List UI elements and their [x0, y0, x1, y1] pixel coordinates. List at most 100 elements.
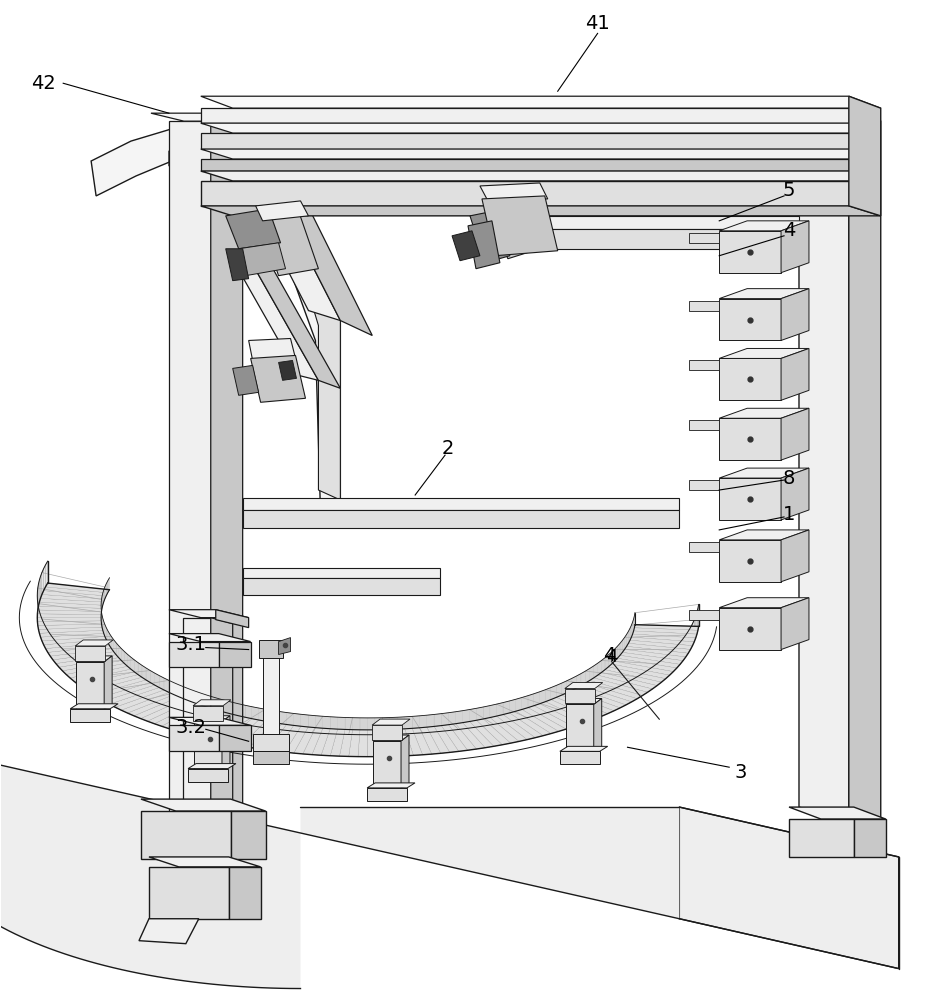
Polygon shape — [276, 729, 285, 752]
Polygon shape — [349, 734, 358, 757]
Polygon shape — [432, 731, 440, 754]
Polygon shape — [653, 664, 657, 689]
Polygon shape — [210, 121, 243, 839]
Polygon shape — [93, 680, 150, 698]
Polygon shape — [41, 573, 42, 598]
Polygon shape — [134, 660, 138, 675]
Polygon shape — [39, 576, 41, 602]
Polygon shape — [169, 121, 210, 829]
Polygon shape — [629, 628, 630, 643]
Polygon shape — [259, 211, 319, 276]
Polygon shape — [527, 716, 535, 740]
Polygon shape — [413, 728, 432, 755]
Polygon shape — [93, 673, 98, 698]
Polygon shape — [622, 637, 625, 652]
Polygon shape — [367, 783, 415, 788]
Polygon shape — [193, 706, 223, 721]
Polygon shape — [70, 666, 131, 681]
Polygon shape — [680, 639, 683, 664]
Polygon shape — [108, 631, 109, 646]
Polygon shape — [213, 697, 220, 711]
Polygon shape — [627, 643, 691, 653]
Polygon shape — [220, 699, 225, 713]
Polygon shape — [781, 408, 809, 460]
Polygon shape — [419, 715, 426, 728]
Polygon shape — [150, 671, 155, 685]
Polygon shape — [267, 724, 294, 751]
Polygon shape — [142, 665, 146, 680]
Polygon shape — [79, 672, 138, 688]
Polygon shape — [149, 857, 260, 867]
Polygon shape — [74, 659, 79, 685]
Polygon shape — [139, 919, 198, 944]
Polygon shape — [38, 606, 102, 611]
Polygon shape — [45, 561, 47, 587]
Polygon shape — [115, 690, 169, 710]
Polygon shape — [42, 591, 107, 599]
Polygon shape — [395, 734, 404, 756]
Polygon shape — [494, 723, 502, 746]
Polygon shape — [278, 638, 290, 655]
Polygon shape — [405, 716, 413, 729]
Polygon shape — [108, 578, 109, 593]
Polygon shape — [630, 637, 694, 646]
Polygon shape — [489, 704, 497, 718]
Polygon shape — [103, 590, 104, 605]
Polygon shape — [367, 788, 407, 801]
Polygon shape — [44, 640, 108, 649]
Polygon shape — [419, 727, 440, 754]
Polygon shape — [37, 610, 101, 615]
Polygon shape — [176, 709, 220, 733]
Polygon shape — [104, 685, 159, 704]
Polygon shape — [210, 221, 319, 380]
Polygon shape — [345, 717, 352, 730]
Polygon shape — [398, 729, 413, 756]
Polygon shape — [250, 355, 306, 402]
Polygon shape — [719, 418, 781, 460]
Polygon shape — [66, 663, 128, 678]
Polygon shape — [545, 700, 594, 722]
Polygon shape — [53, 638, 56, 664]
Polygon shape — [83, 675, 142, 692]
Polygon shape — [109, 688, 164, 707]
Polygon shape — [225, 209, 281, 249]
Polygon shape — [467, 727, 476, 750]
Polygon shape — [169, 707, 213, 731]
Polygon shape — [201, 149, 881, 159]
Polygon shape — [632, 619, 633, 634]
Polygon shape — [367, 718, 375, 730]
Polygon shape — [690, 360, 719, 370]
Polygon shape — [648, 667, 653, 692]
Polygon shape — [673, 646, 677, 672]
Polygon shape — [562, 681, 566, 695]
Polygon shape — [562, 693, 614, 714]
Polygon shape — [528, 706, 574, 729]
Polygon shape — [470, 708, 476, 722]
Polygon shape — [219, 725, 250, 751]
Polygon shape — [241, 721, 273, 747]
Polygon shape — [500, 229, 799, 249]
Polygon shape — [164, 678, 169, 692]
Polygon shape — [470, 720, 502, 746]
Polygon shape — [76, 656, 112, 662]
Polygon shape — [74, 669, 134, 685]
Polygon shape — [184, 711, 225, 735]
Polygon shape — [225, 249, 248, 281]
Polygon shape — [434, 714, 441, 726]
Polygon shape — [690, 480, 719, 490]
Polygon shape — [401, 735, 409, 788]
Polygon shape — [44, 565, 45, 591]
Polygon shape — [265, 709, 273, 722]
Polygon shape — [41, 633, 105, 641]
Polygon shape — [208, 717, 216, 741]
Polygon shape — [121, 649, 124, 663]
Polygon shape — [781, 530, 809, 582]
Polygon shape — [440, 730, 450, 753]
Polygon shape — [339, 729, 352, 756]
Polygon shape — [719, 408, 809, 418]
Polygon shape — [593, 663, 598, 678]
Polygon shape — [259, 727, 267, 750]
Polygon shape — [243, 498, 679, 510]
Polygon shape — [577, 686, 631, 705]
Polygon shape — [56, 655, 119, 667]
